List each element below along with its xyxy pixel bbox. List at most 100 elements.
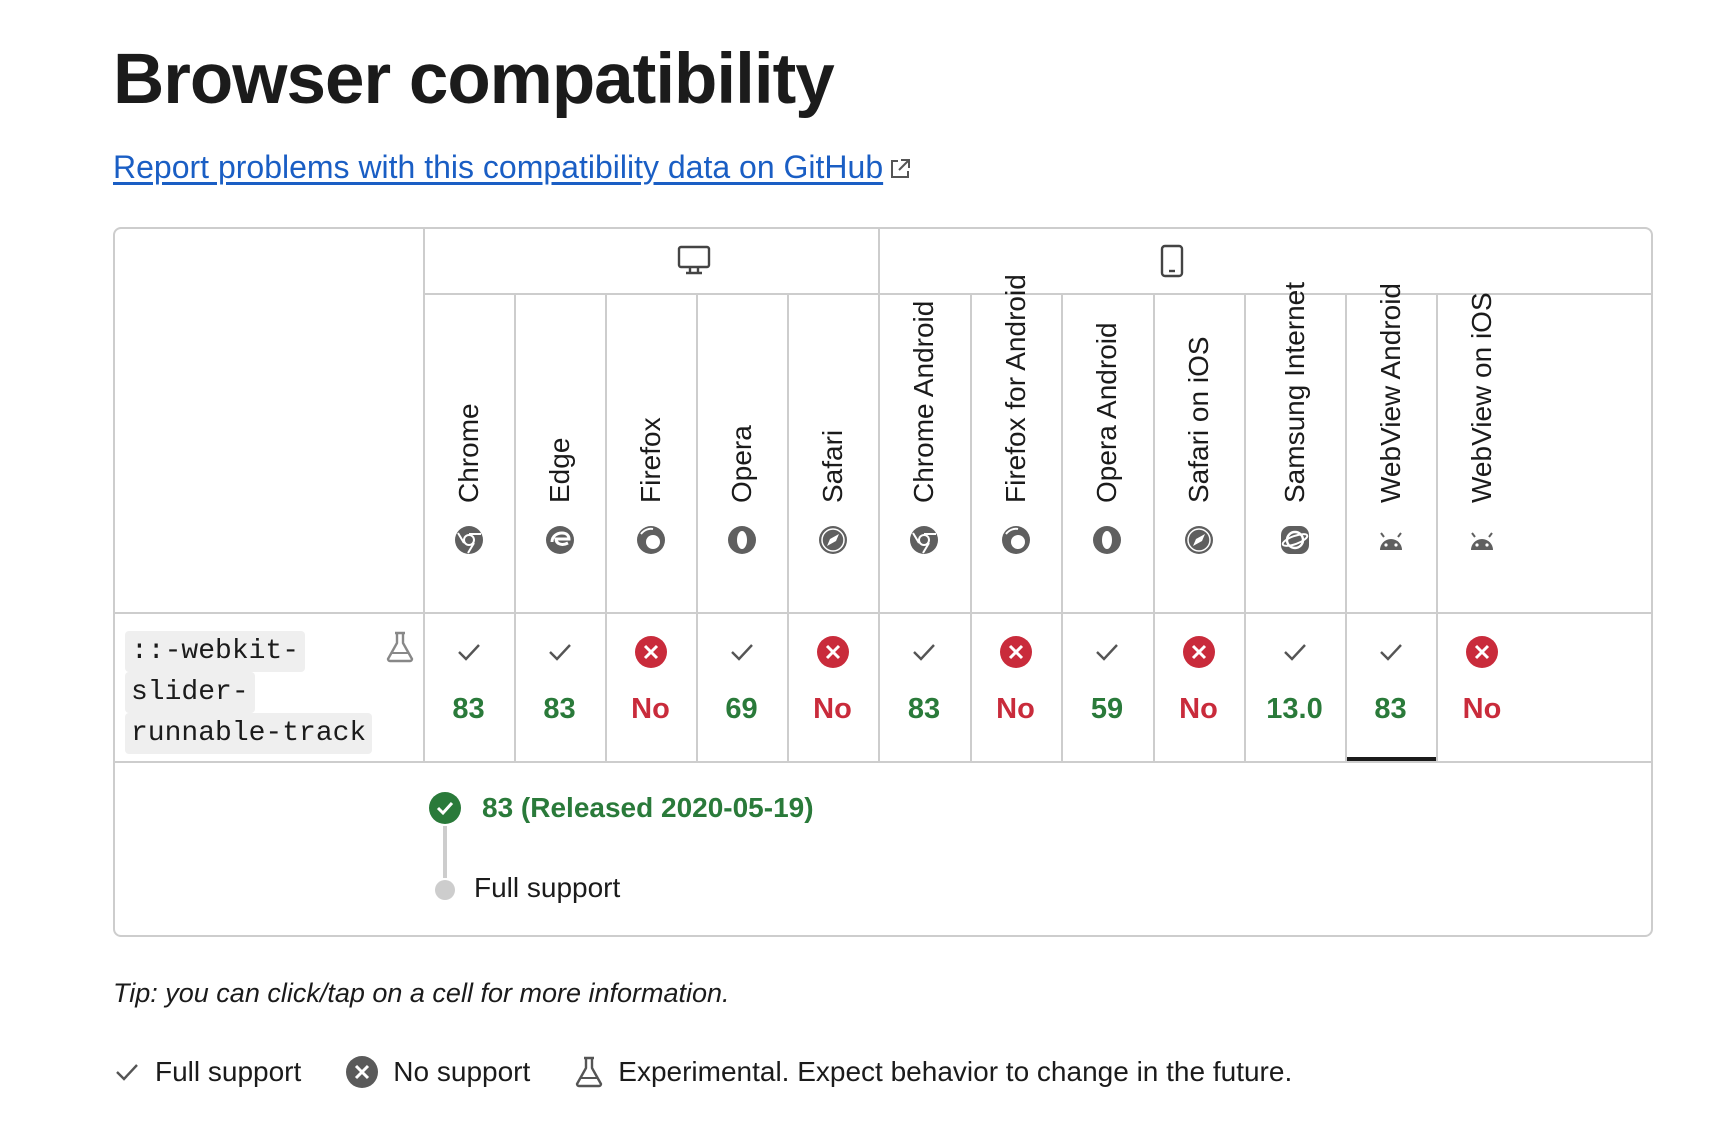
legend-label: Full support — [155, 1056, 302, 1087]
support-cell[interactable]: 83 — [423, 612, 514, 761]
no-support-icon — [633, 634, 669, 670]
opera-icon — [1093, 526, 1121, 554]
table-divider — [1244, 293, 1246, 761]
table-divider — [1153, 293, 1155, 761]
edge-icon — [545, 526, 574, 554]
support-cell[interactable]: No — [787, 612, 878, 761]
browser-name: Safari — [816, 429, 848, 503]
support-cell[interactable]: 59 — [1061, 612, 1153, 761]
experimental-flask-icon — [576, 1056, 603, 1088]
table-divider — [514, 293, 516, 761]
support-version: 83 — [452, 693, 485, 725]
table-divider — [696, 293, 698, 761]
support-cell[interactable]: No — [605, 612, 696, 761]
legend-item-full-support: Full support — [113, 1056, 301, 1088]
legend-label: Experimental. Expect behavior to change … — [618, 1056, 1293, 1087]
support-version: No — [631, 693, 670, 725]
support-version: 59 — [1090, 693, 1124, 725]
legend-item-experimental: Experimental. Expect behavior to change … — [574, 1056, 1292, 1088]
support-cell[interactable]: No — [1153, 612, 1244, 761]
table-divider — [1345, 293, 1347, 761]
support-cell[interactable]: No — [1436, 612, 1528, 761]
no-support-icon — [1464, 634, 1500, 670]
opera-icon — [727, 526, 756, 554]
browser-name: Opera Android — [1091, 322, 1122, 503]
browser-name: Firefox — [634, 417, 666, 503]
support-cell[interactable]: 83 — [1345, 612, 1436, 761]
table-divider — [115, 761, 1651, 763]
page-title: Browser compatibility — [113, 40, 835, 119]
table-divider — [878, 229, 880, 761]
browser-name: Firefox for Android — [999, 274, 1031, 503]
safari-icon — [1184, 526, 1213, 554]
browser-name: Safari on iOS — [1182, 336, 1214, 503]
chrome-icon — [910, 526, 938, 554]
no-support-icon — [815, 634, 851, 670]
feature-name[interactable]: ::-webkit- slider- runnable-track — [125, 631, 373, 754]
support-cell[interactable]: 83 — [514, 612, 605, 761]
android-icon — [1379, 532, 1402, 550]
active-cell-indicator — [1347, 757, 1436, 761]
timeline-dot — [435, 880, 455, 900]
browser-name: Chrome — [452, 403, 484, 503]
browser-name: Edge — [543, 437, 575, 503]
browser-name: Samsung Internet — [1278, 281, 1310, 503]
legend-label: No support — [393, 1056, 531, 1087]
detail-version: 83 (Released 2020-05-19) — [482, 792, 814, 823]
support-cell[interactable]: 83 — [878, 612, 970, 761]
check-icon — [724, 634, 760, 670]
support-version: 83 — [907, 693, 941, 725]
browser-name: WebView Android — [1374, 283, 1406, 503]
samsung-internet-icon — [1280, 526, 1309, 554]
compat-table: Chrome Edge Firefox Opera Safari Chrome Andro… — [113, 227, 1653, 937]
browser-name: Chrome Android — [908, 300, 939, 503]
firefox-icon — [636, 526, 665, 554]
support-cell[interactable]: 69 — [696, 612, 787, 761]
table-divider — [605, 293, 607, 761]
support-version: 69 — [725, 693, 758, 725]
tip-text: Tip: you can click/tap on a cell for mor… — [113, 978, 730, 1008]
check-icon — [906, 634, 942, 670]
support-version: No — [813, 693, 852, 725]
browser-name: WebView on iOS — [1466, 292, 1497, 503]
check-icon — [451, 634, 487, 670]
support-version: No — [1179, 693, 1218, 725]
detail-support-label: Full support — [474, 872, 621, 903]
browser-name: Opera — [725, 425, 757, 503]
support-cell[interactable]: 13.0 — [1244, 612, 1345, 761]
no-support-icon — [346, 1056, 379, 1088]
check-icon — [1089, 634, 1125, 670]
experimental-flask-icon — [385, 631, 415, 663]
no-support-icon — [1181, 634, 1217, 670]
firefox-icon — [1001, 526, 1030, 554]
table-divider — [423, 229, 425, 761]
check-icon — [1373, 634, 1409, 670]
android-icon — [1471, 532, 1493, 550]
table-divider — [970, 293, 972, 761]
timeline-line — [443, 826, 447, 878]
support-version: 83 — [1374, 693, 1407, 725]
table-divider — [1061, 293, 1063, 761]
legend-item-no-support: No support — [345, 1055, 530, 1089]
detail-check-icon — [428, 791, 462, 825]
support-cell[interactable]: No — [970, 612, 1061, 761]
support-version: 83 — [543, 693, 576, 725]
safari-icon — [818, 526, 847, 554]
support-version: 13.0 — [1266, 693, 1323, 725]
check-icon — [1277, 634, 1313, 670]
table-divider — [423, 293, 1651, 295]
table-divider — [787, 293, 789, 761]
feature-name-line: ::-webkit- — [125, 631, 306, 672]
table-divider — [115, 612, 1651, 614]
report-problems-link[interactable]: Report problems with this compatibility … — [113, 148, 911, 188]
table-divider — [1436, 293, 1438, 761]
external-link-icon — [889, 150, 911, 188]
support-version: No — [1462, 693, 1502, 725]
check-icon — [116, 1064, 138, 1081]
feature-name-line: slider- — [125, 672, 255, 713]
legend: Full support No support Experimental. Ex… — [113, 1055, 1336, 1089]
mobile-icon — [1142, 237, 1202, 285]
support-version: No — [996, 693, 1035, 725]
check-icon — [542, 634, 578, 670]
